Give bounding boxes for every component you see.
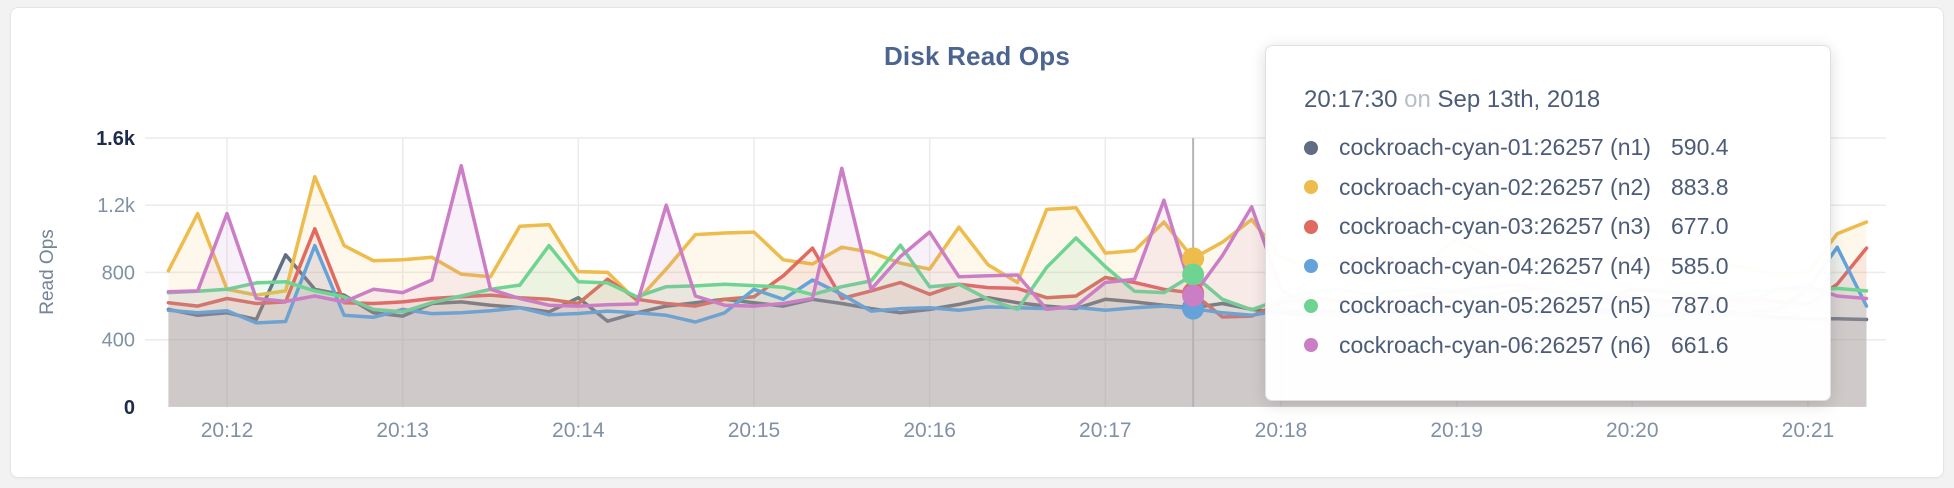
tooltip-on: on [1404,86,1431,113]
x-tick-label: 20:21 [1782,419,1835,442]
tooltip-series-name: cockroach-cyan-05:26257 (n5) [1339,292,1651,319]
series-color-dot [1304,259,1318,274]
tooltip-date: Sep 13th, 2018 [1437,86,1601,113]
tooltip-series-value: 585.0 [1671,252,1729,279]
highlight-dot-n2 [1182,247,1205,270]
tooltip-series-row: cockroach-cyan-01:26257 (n1) 590.4 [1304,128,1806,168]
series-color-dot [1304,180,1318,195]
tooltip-series-name: cockroach-cyan-03:26257 (n3) [1339,213,1651,240]
x-tick-label: 20:14 [552,419,605,442]
x-tick-label: 20:13 [376,419,429,442]
tooltip-time: 20:17:30 [1304,86,1398,113]
y-axis-label: Read Ops [37,229,58,315]
highlight-dot-n6 [1182,284,1205,307]
tooltip-series-row: cockroach-cyan-06:26257 (n6) 661.6 [1304,326,1806,366]
x-tick-label: 20:17 [1079,419,1132,442]
tooltip-series-value: 883.8 [1671,173,1729,200]
tooltip-series-value: 661.6 [1671,331,1729,358]
tooltip-series-row: cockroach-cyan-02:26257 (n2) 883.8 [1304,168,1806,208]
x-tick-label: 20:16 [903,419,956,442]
x-tick-label: 20:20 [1606,419,1659,442]
y-tick-label: 1.2k [97,195,136,217]
tooltip-series-value: 787.0 [1671,292,1729,319]
series-color-dot [1304,140,1318,155]
y-tick-label: 1.6k [96,128,136,150]
x-tick-label: 20:12 [201,419,254,442]
tooltip-series-row: cockroach-cyan-05:26257 (n5) 787.0 [1304,286,1806,326]
tooltip-series-name: cockroach-cyan-04:26257 (n4) [1339,252,1651,279]
chart-tooltip: 20:17:30 on Sep 13th, 2018 cockroach-cya… [1265,45,1831,401]
tooltip-series-value: 590.4 [1671,134,1729,161]
highlight-dot-n5 [1182,263,1205,286]
series-color-dot [1304,298,1318,313]
tooltip-series-row: cockroach-cyan-04:26257 (n4) 585.0 [1304,247,1806,287]
tooltip-series-name: cockroach-cyan-01:26257 (n1) [1339,134,1651,161]
tooltip-series-name: cockroach-cyan-06:26257 (n6) [1339,331,1651,358]
x-tick-label: 20:19 [1430,419,1483,442]
x-tick-label: 20:18 [1255,419,1308,442]
tooltip-series-row: cockroach-cyan-03:26257 (n3) 677.0 [1304,207,1806,247]
chart-title: Disk Read Ops [883,41,1071,71]
tooltip-rows: cockroach-cyan-01:26257 (n1) 590.4 cockroa… [1304,128,1806,365]
series-color-dot [1304,338,1318,353]
x-tick-label: 20:15 [728,419,781,442]
y-tick-label: 800 [102,262,135,284]
tooltip-series-value: 677.0 [1671,213,1729,240]
y-tick-label: 0 [124,397,135,419]
tooltip-series-name: cockroach-cyan-02:26257 (n2) [1339,173,1651,200]
tooltip-title: 20:17:30 on Sep 13th, 2018 [1304,86,1806,114]
y-tick-label: 400 [102,330,135,352]
series-color-dot [1304,219,1318,234]
